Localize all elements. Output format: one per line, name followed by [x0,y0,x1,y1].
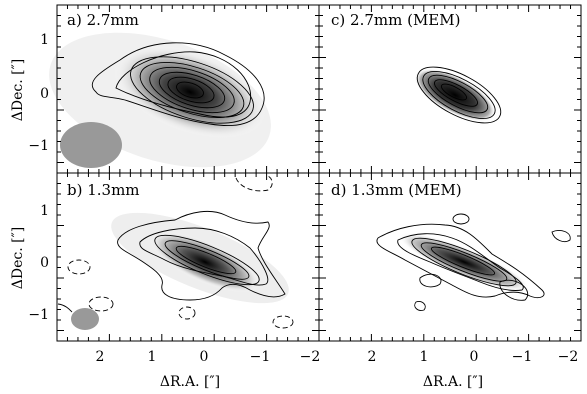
x-tick-label: 2 [96,349,105,365]
panel-title-d: d) 1.3mm (MEM) [331,181,462,199]
y-axis-title-top: ΔDec. [″] [10,59,26,122]
image-c [414,68,496,122]
x-tick-label: 1 [148,349,157,365]
panel-title-a: a) 2.7mm [67,11,139,29]
contours-a [91,42,265,127]
x-tick-label: 2 [368,349,377,365]
panel-title-c: c) 2.7mm (MEM) [331,11,460,29]
y-tick-labels-top: 1 0 −1 [28,32,49,154]
y-tick-label: 1 [40,32,49,48]
panel-c: c) 2.7mm (MEM) [318,4,582,174]
beam-ellipse-b [71,308,99,330]
y-tick-label: 0 [40,86,49,102]
contours-c [416,66,502,124]
panel-b: b) 1.3mm [56,172,320,342]
contours-b [117,210,286,301]
x-tick-label: −2 [558,349,579,365]
contours-d [376,213,571,311]
panel-a: a) 2.7mm [49,4,320,174]
y-tick-label: 1 [40,203,49,219]
negative-contours-b [67,175,294,329]
x-tick-label: 0 [200,349,209,365]
panel-d: d) 1.3mm (MEM) [318,172,582,342]
x-tick-label: −2 [300,349,321,365]
x-tick-label: −1 [512,349,533,365]
image-a [49,32,271,168]
x-tick-label: −1 [250,349,271,365]
y-tick-label: 0 [40,255,49,271]
x-tick-label: 1 [420,349,429,365]
image-b [111,212,289,304]
beam-ellipse-a [60,122,122,168]
x-tick-labels-right: 2 1 0 −1 −2 [368,349,579,365]
edge-contour-b [57,303,73,313]
x-tick-label: 0 [470,349,479,365]
panel-title-b: b) 1.3mm [67,181,140,199]
x-tick-labels-left: 2 1 0 −1 −2 [96,349,321,365]
y-tick-label: −1 [28,307,49,323]
y-axis-title-bottom: ΔDec. [″] [10,227,26,290]
tick-marks [57,5,581,341]
image-d [398,232,530,292]
y-tick-labels-bottom: 1 0 −1 [28,203,49,323]
y-tick-label: −1 [28,138,49,154]
x-axis-title-left: ΔR.A. [″] [160,374,220,390]
x-axis-title-right: ΔR.A. [″] [423,374,483,390]
